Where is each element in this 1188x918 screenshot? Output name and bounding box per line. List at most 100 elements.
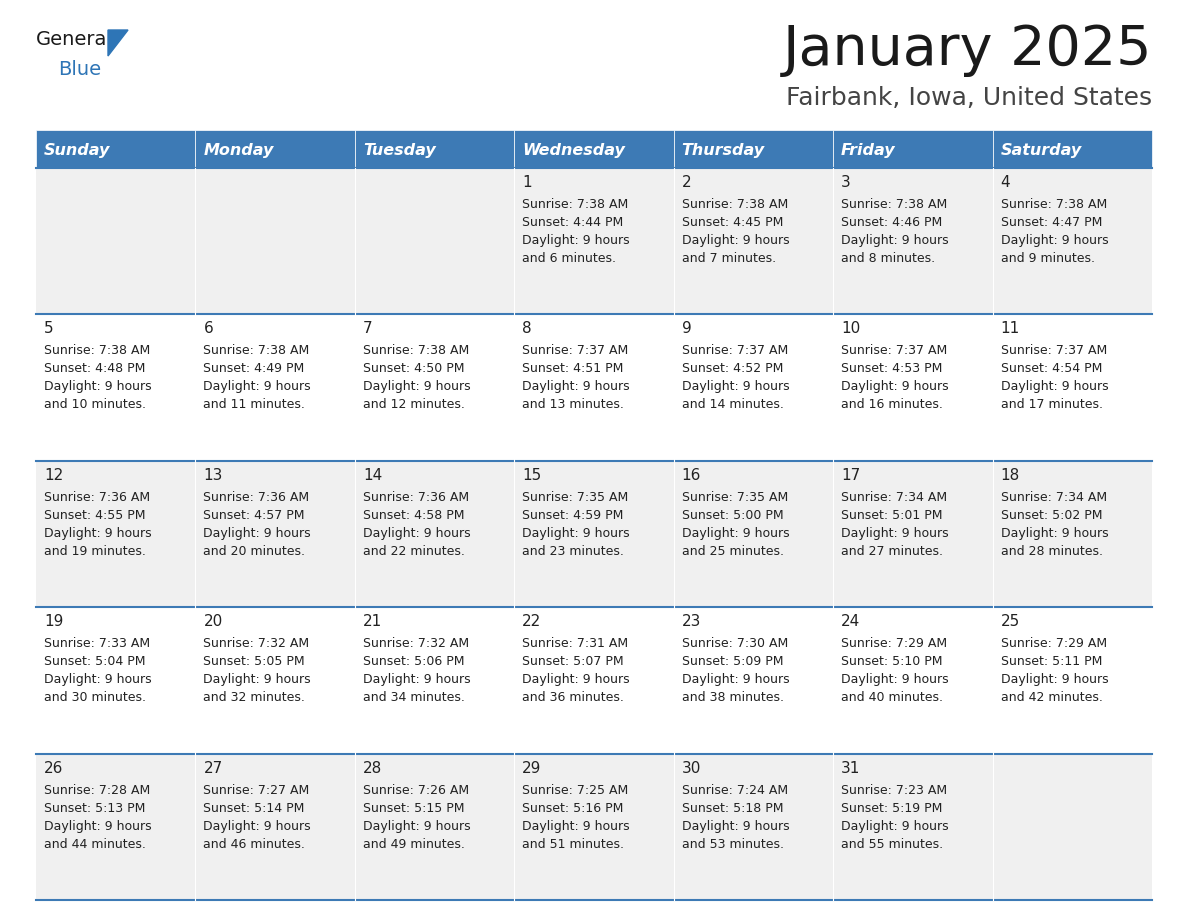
Text: Sunrise: 7:38 AM: Sunrise: 7:38 AM [523,198,628,211]
Text: Sunset: 5:09 PM: Sunset: 5:09 PM [682,655,783,668]
Text: Sunset: 5:11 PM: Sunset: 5:11 PM [1000,655,1102,668]
Text: January 2025: January 2025 [783,23,1152,77]
Text: and 16 minutes.: and 16 minutes. [841,398,943,411]
Text: 1: 1 [523,175,532,190]
Text: Blue: Blue [58,60,101,79]
Text: Daylight: 9 hours: Daylight: 9 hours [682,527,789,540]
Text: Sunrise: 7:37 AM: Sunrise: 7:37 AM [682,344,788,357]
Text: 22: 22 [523,614,542,629]
Text: Sunset: 5:13 PM: Sunset: 5:13 PM [44,801,145,814]
Bar [833,168,992,314]
Bar [355,607,514,754]
Text: Daylight: 9 hours: Daylight: 9 hours [523,527,630,540]
Text: Daylight: 9 hours: Daylight: 9 hours [841,527,949,540]
Bar [36,168,196,314]
Text: Daylight: 9 hours: Daylight: 9 hours [1000,527,1108,540]
Text: and 42 minutes.: and 42 minutes. [1000,691,1102,704]
Text: Daylight: 9 hours: Daylight: 9 hours [362,380,470,394]
Text: and 46 minutes.: and 46 minutes. [203,837,305,851]
Text: 21: 21 [362,614,383,629]
Text: Sunrise: 7:38 AM: Sunrise: 7:38 AM [362,344,469,357]
Bar [674,168,833,314]
Text: 23: 23 [682,614,701,629]
Text: Daylight: 9 hours: Daylight: 9 hours [682,820,789,833]
Text: Sunset: 5:06 PM: Sunset: 5:06 PM [362,655,465,668]
Text: and 7 minutes.: and 7 minutes. [682,252,776,265]
Text: Fairbank, Iowa, United States: Fairbank, Iowa, United States [786,86,1152,110]
Text: and 9 minutes.: and 9 minutes. [1000,252,1094,265]
Text: 17: 17 [841,468,860,483]
Text: 16: 16 [682,468,701,483]
Text: Daylight: 9 hours: Daylight: 9 hours [682,234,789,247]
Bar [992,607,1152,754]
Bar [355,168,514,314]
Text: Daylight: 9 hours: Daylight: 9 hours [841,380,949,394]
Text: Monday: Monday [203,142,273,158]
Text: 9: 9 [682,321,691,336]
Bar [36,461,196,607]
Text: Sunrise: 7:38 AM: Sunrise: 7:38 AM [1000,198,1107,211]
Text: Sunrise: 7:38 AM: Sunrise: 7:38 AM [841,198,947,211]
Text: and 19 minutes.: and 19 minutes. [44,544,146,558]
Text: Friday: Friday [841,142,896,158]
Text: and 32 minutes.: and 32 minutes. [203,691,305,704]
Text: Sunset: 4:58 PM: Sunset: 4:58 PM [362,509,465,521]
Text: Sunrise: 7:32 AM: Sunrise: 7:32 AM [362,637,469,650]
Text: Sunrise: 7:32 AM: Sunrise: 7:32 AM [203,637,310,650]
Text: 12: 12 [44,468,63,483]
Text: Daylight: 9 hours: Daylight: 9 hours [44,380,152,394]
Bar [196,168,355,314]
Text: Tuesday: Tuesday [362,142,436,158]
Text: Sunset: 5:02 PM: Sunset: 5:02 PM [1000,509,1102,521]
Text: Sunset: 4:47 PM: Sunset: 4:47 PM [1000,216,1102,229]
Text: 10: 10 [841,321,860,336]
Text: Sunset: 4:46 PM: Sunset: 4:46 PM [841,216,942,229]
Bar [833,754,992,900]
Text: Sunrise: 7:23 AM: Sunrise: 7:23 AM [841,784,947,797]
Text: Sunset: 4:48 PM: Sunset: 4:48 PM [44,363,145,375]
Text: 15: 15 [523,468,542,483]
Text: 30: 30 [682,761,701,776]
Bar [833,607,992,754]
Text: Sunrise: 7:28 AM: Sunrise: 7:28 AM [44,784,150,797]
Text: 11: 11 [1000,321,1019,336]
Text: Sunrise: 7:35 AM: Sunrise: 7:35 AM [523,491,628,504]
Bar [514,168,674,314]
Text: 19: 19 [44,614,63,629]
Text: Daylight: 9 hours: Daylight: 9 hours [523,673,630,686]
Text: Daylight: 9 hours: Daylight: 9 hours [682,673,789,686]
Text: Sunset: 5:07 PM: Sunset: 5:07 PM [523,655,624,668]
Text: Daylight: 9 hours: Daylight: 9 hours [203,380,311,394]
Text: 5: 5 [44,321,53,336]
Bar [833,314,992,461]
Text: 29: 29 [523,761,542,776]
Text: Sunset: 5:04 PM: Sunset: 5:04 PM [44,655,145,668]
Text: and 38 minutes.: and 38 minutes. [682,691,784,704]
Text: Thursday: Thursday [682,142,765,158]
Bar [36,130,196,168]
Text: and 17 minutes.: and 17 minutes. [1000,398,1102,411]
Text: Daylight: 9 hours: Daylight: 9 hours [1000,673,1108,686]
Text: Sunrise: 7:34 AM: Sunrise: 7:34 AM [841,491,947,504]
Text: 24: 24 [841,614,860,629]
Text: and 34 minutes.: and 34 minutes. [362,691,465,704]
Text: and 44 minutes.: and 44 minutes. [44,837,146,851]
Bar [833,461,992,607]
Text: Sunset: 5:00 PM: Sunset: 5:00 PM [682,509,783,521]
Text: Sunset: 5:16 PM: Sunset: 5:16 PM [523,801,624,814]
Text: and 22 minutes.: and 22 minutes. [362,544,465,558]
Text: Daylight: 9 hours: Daylight: 9 hours [1000,380,1108,394]
Bar [36,754,196,900]
Text: and 40 minutes.: and 40 minutes. [841,691,943,704]
Bar [833,130,992,168]
Bar [36,607,196,754]
Text: Daylight: 9 hours: Daylight: 9 hours [682,380,789,394]
Text: Sunrise: 7:30 AM: Sunrise: 7:30 AM [682,637,788,650]
Text: and 14 minutes.: and 14 minutes. [682,398,784,411]
Text: Daylight: 9 hours: Daylight: 9 hours [203,527,311,540]
Text: Sunset: 4:49 PM: Sunset: 4:49 PM [203,363,304,375]
Bar [992,168,1152,314]
Text: Sunrise: 7:26 AM: Sunrise: 7:26 AM [362,784,469,797]
Bar [674,130,833,168]
Polygon shape [108,30,128,56]
